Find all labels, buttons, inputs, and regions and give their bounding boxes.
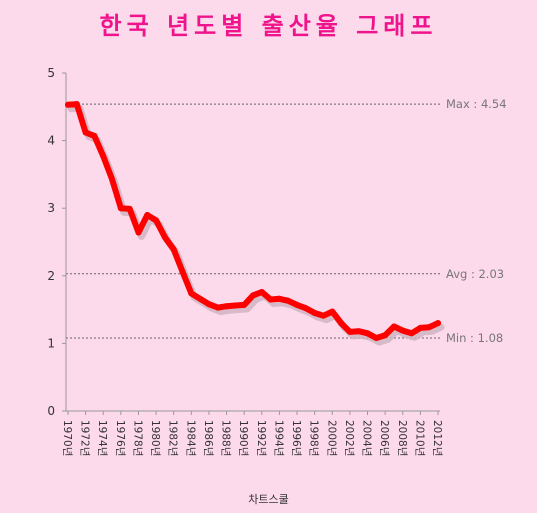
x-tick-label: 1974년 [96,420,108,456]
data-point [153,217,160,224]
data-point [250,292,256,299]
data-point [276,295,283,302]
data-point [382,332,389,339]
data-point [144,211,151,218]
data-point [399,327,406,334]
y-tick-label: 5 [47,66,55,80]
x-tick-label: 2012년 [431,420,443,456]
data-point [338,320,345,327]
data-point [267,296,274,303]
x-tick-label: 1988년 [220,420,232,456]
y-tick-label: 3 [47,201,55,215]
y-tick-label: 1 [47,336,55,350]
data-point [135,229,142,236]
data-point [82,129,89,136]
data-point [258,289,265,296]
data-point [109,176,116,183]
x-tick-label: 2004년 [361,420,373,456]
data-point [232,302,239,309]
data-point [73,101,80,108]
data-point [311,309,318,316]
data-point [426,324,433,331]
data-point [390,323,397,330]
data-point [302,305,309,312]
data-point [126,205,133,212]
x-tick-label: 1986년 [202,420,214,456]
data-point [320,312,327,319]
x-tick-label: 2010년 [413,420,425,456]
data-point [91,132,98,139]
x-tick-label: 1990년 [237,420,249,456]
footer-credit: 차트스쿨 [248,493,289,506]
x-tick-label: 1970년 [61,420,73,456]
reference-label: Avg : 2.03 [446,267,504,281]
data-point [170,246,177,253]
x-tick-label: 1994년 [272,420,284,456]
data-point [197,295,204,302]
y-tick-label: 2 [47,269,55,283]
x-tick-label: 2000년 [325,420,337,456]
data-point [294,301,301,308]
data-point [117,205,124,212]
data-point [205,301,212,308]
x-tick-label: 1972년 [79,420,91,456]
data-point [364,330,371,337]
data-point [161,234,168,241]
x-tick-label: 1982년 [167,420,179,456]
data-point [329,308,336,315]
chart-title: 한국 년도별 출산율 그래프 [99,12,438,40]
x-tick-label: 1976년 [114,420,126,456]
x-tick-label: 2006년 [378,420,390,456]
x-tick-label: 2008년 [396,420,408,456]
data-point [214,304,221,311]
data-point [188,290,195,297]
x-tick-label: 1978년 [131,420,143,456]
data-point [285,297,292,304]
data-point [355,328,362,335]
data-point [408,330,415,337]
data-point [241,301,248,308]
data-point [417,324,424,331]
y-tick-label: 0 [47,404,55,418]
x-tick-label: 1984년 [184,420,196,456]
x-tick-label: 1980년 [149,420,161,456]
data-point [373,334,380,341]
series-line-shadow [67,104,445,346]
reference-label: Min : 1.08 [446,331,503,345]
data-point [65,101,71,108]
data-point [179,268,186,275]
reference-label: Max : 4.54 [446,97,507,111]
x-tick-label: 1992년 [255,420,267,456]
x-tick-label: 1996년 [290,420,302,456]
data-point [346,328,353,335]
data-point [223,303,230,310]
y-tick-label: 4 [47,134,55,148]
data-point [100,153,107,160]
x-tick-label: 2002년 [343,420,355,456]
x-tick-label: 1998년 [308,420,320,456]
data-point [435,320,441,327]
